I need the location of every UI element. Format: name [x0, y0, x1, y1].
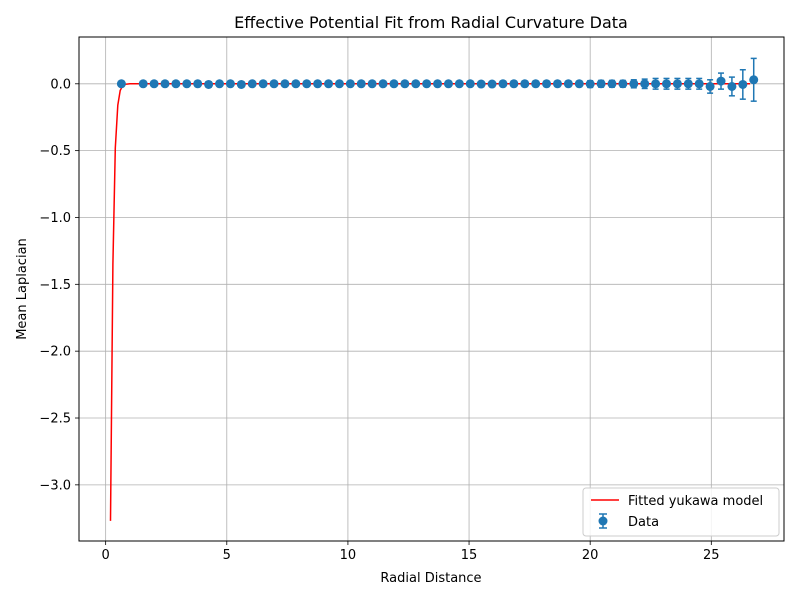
legend: Fitted yukawa model Data	[582, 487, 780, 537]
data-point	[465, 79, 475, 89]
data-point	[542, 79, 552, 89]
data-point	[563, 79, 573, 89]
data-point	[313, 79, 323, 89]
data-point	[738, 79, 748, 89]
data-point	[411, 79, 421, 89]
data-point	[618, 79, 628, 89]
data-point	[400, 79, 410, 89]
data-point	[574, 79, 584, 89]
x-tick-label: 25	[703, 548, 720, 563]
data-point	[509, 79, 519, 89]
legend-box	[582, 487, 780, 537]
data-point	[389, 79, 399, 89]
x-tick-label: 0	[102, 548, 110, 563]
x-tick-label: 20	[582, 548, 599, 563]
data-point	[749, 75, 759, 85]
data-point	[324, 79, 334, 89]
data-point	[116, 79, 126, 89]
data-point	[716, 76, 726, 86]
data-point	[215, 79, 225, 89]
data-point	[138, 79, 148, 89]
data-point	[640, 79, 650, 89]
data-point	[454, 79, 464, 89]
data-point	[552, 79, 562, 89]
data-point	[476, 79, 486, 89]
legend-marker-data	[598, 516, 608, 526]
x-axis-label: Radial Distance	[380, 571, 481, 586]
data-point	[520, 79, 530, 89]
data-point	[247, 79, 257, 89]
x-tick-label: 5	[223, 548, 231, 563]
data-point	[378, 79, 388, 89]
data-point	[160, 79, 170, 89]
data-point	[694, 79, 704, 89]
y-tick-label: −0.5	[39, 144, 71, 159]
data-point	[269, 79, 279, 89]
y-tick-label: −1.0	[39, 211, 71, 226]
y-tick-label: 0.0	[50, 77, 71, 92]
y-axis-label: Mean Laplacian	[15, 238, 30, 340]
data-point	[345, 79, 355, 89]
data-point	[258, 79, 268, 89]
plot-area	[109, 57, 759, 521]
data-point	[225, 79, 235, 89]
data-point	[531, 79, 541, 89]
data-point	[596, 79, 606, 89]
data-point	[356, 79, 366, 89]
data-point	[443, 79, 453, 89]
legend-label-data: Data	[628, 515, 659, 530]
data-point	[651, 79, 661, 89]
grid	[79, 37, 784, 541]
data-point	[498, 79, 508, 89]
axes-frame	[78, 36, 785, 542]
data-point	[433, 79, 443, 89]
data-point	[422, 79, 432, 89]
data-point	[236, 79, 246, 89]
data-point	[672, 79, 682, 89]
y-tick-label: −1.5	[39, 278, 71, 293]
data-point	[607, 79, 617, 89]
data-point	[727, 81, 737, 91]
data-point	[629, 79, 639, 89]
data-point	[585, 79, 595, 89]
data-point	[193, 79, 203, 89]
data-point	[683, 79, 693, 89]
x-tick-label: 15	[461, 548, 478, 563]
data-point	[705, 81, 715, 91]
y-tick-label: −2.0	[39, 345, 71, 360]
data-point	[149, 79, 159, 89]
data-point	[171, 79, 181, 89]
data-point	[291, 79, 301, 89]
data-point	[487, 79, 497, 89]
data-point	[334, 79, 344, 89]
chart-title: Effective Potential Fit from Radial Curv…	[234, 13, 628, 32]
y-tick-label: −3.0	[39, 478, 71, 493]
data-point	[182, 79, 192, 89]
ticks: 0 5 10 15 20 25 0.0 −0.5 −1.0 −1.5 −2.0 −2.5 −3.0	[39, 77, 719, 563]
data-point	[662, 79, 671, 89]
y-tick-label: −2.5	[39, 412, 71, 427]
legend-label-fit: Fitted yukawa model	[628, 494, 763, 509]
data-point	[204, 79, 214, 89]
data-point	[280, 79, 290, 89]
data-point	[367, 79, 377, 89]
data-point	[302, 79, 312, 89]
x-tick-label: 10	[340, 548, 357, 563]
